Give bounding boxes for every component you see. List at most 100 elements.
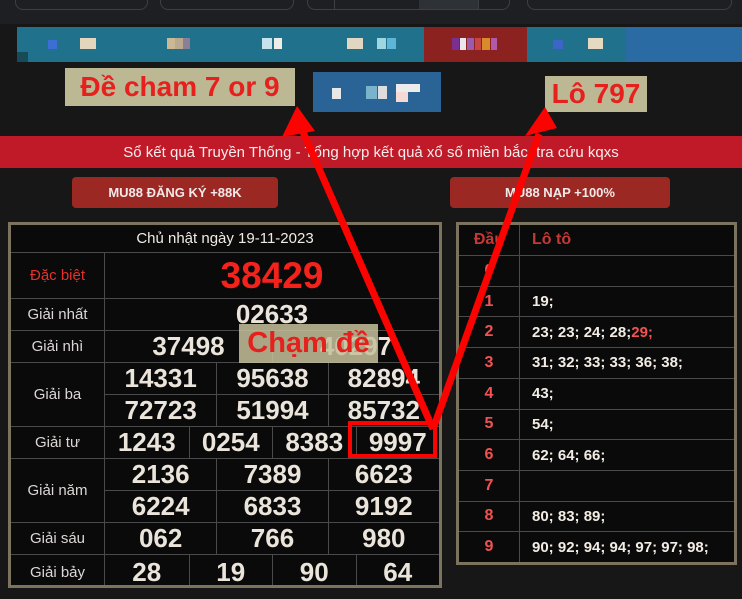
loto-col-dau: Đầu bbox=[459, 225, 520, 255]
blurred-thumbnail-red bbox=[424, 27, 527, 62]
loto-row-8: 8 80; 83; 89; bbox=[459, 500, 734, 532]
loto-dau-value: 0 bbox=[459, 256, 520, 286]
de-cham-annotation-text: Đề cham 7 or 9 bbox=[80, 71, 280, 102]
tab-4[interactable] bbox=[527, 0, 732, 10]
prize-row-numbers: 28 19 90 64 bbox=[105, 555, 440, 587]
prize-number: 37498 bbox=[152, 331, 225, 361]
prize-number: 0254 bbox=[188, 427, 273, 458]
loto-values: 31; 32; 33; 33; 36; 38; bbox=[532, 354, 683, 372]
prize-row-numbers: 14331 95638 82894 72723 51994 85732 bbox=[105, 363, 439, 426]
prize-row-label: Giải nhì bbox=[11, 331, 105, 362]
loto-row-2: 2 23; 23; 24; 28; 29; bbox=[459, 316, 734, 348]
prize-number: 1243 bbox=[117, 427, 176, 457]
cham-de-annotation: Chạm đề bbox=[239, 324, 378, 363]
prize-row-label: Giải năm bbox=[11, 459, 105, 522]
prize-number: 38429 bbox=[220, 254, 324, 296]
loto-row-3: 3 31; 32; 33; 33; 36; 38; bbox=[459, 347, 734, 378]
loto-row-0: 0 bbox=[459, 255, 734, 286]
de-cham-annotation: Đề cham 7 or 9 bbox=[65, 68, 295, 106]
loto-values: 19; bbox=[532, 293, 554, 311]
loto-values bbox=[520, 471, 734, 501]
loto-row-1: 1 19; bbox=[459, 285, 734, 317]
results-banner-title: Sổ kết quả Truyền Thống - Tổng hợp kết q… bbox=[123, 143, 619, 161]
prize-row-numbers: 2136 7389 6623 6224 6833 9192 bbox=[105, 459, 439, 522]
prize-row-6: Giải sáu 062 766 980 bbox=[11, 522, 439, 554]
lo-annotation-text: Lô 797 bbox=[551, 78, 641, 109]
loto-values: 54; bbox=[532, 415, 554, 433]
prize-number-highlighted: 9997 bbox=[355, 427, 440, 458]
loto-dau-value: 2 bbox=[459, 317, 520, 348]
prize-row-label: Giải sáu bbox=[11, 523, 105, 554]
prize-number: 6833 bbox=[216, 490, 328, 522]
tab-active-segment[interactable] bbox=[419, 0, 478, 9]
loto-dau-value: 3 bbox=[459, 348, 520, 378]
prize-row-label: Giải nhất bbox=[11, 299, 105, 330]
blurred-image-strip bbox=[0, 27, 742, 62]
loto-dau-value: 4 bbox=[459, 378, 520, 409]
highlight-box-9997 bbox=[348, 421, 437, 458]
loto-values bbox=[520, 256, 734, 286]
prize-row-0: Đặc biệt 38429 bbox=[11, 252, 439, 298]
prize-row-7: Giải bảy 28 19 90 64 bbox=[11, 554, 440, 587]
loto-dau-value: 7 bbox=[459, 470, 520, 501]
register-button[interactable]: MU88 ĐĂNG KÝ +88K bbox=[72, 177, 278, 208]
prize-number: 51994 bbox=[216, 394, 328, 426]
lo-annotation: Lô 797 bbox=[545, 76, 647, 112]
deposit-button[interactable]: MU88 NẠP +100% bbox=[450, 177, 670, 208]
prize-row-numbers: 38429 bbox=[105, 253, 439, 298]
loto-value-highlighted: 29; bbox=[631, 323, 653, 341]
prize-number: 6224 bbox=[105, 490, 217, 522]
tab-1[interactable] bbox=[15, 0, 148, 10]
prize-number: 72723 bbox=[105, 394, 217, 426]
prize-number: 9192 bbox=[327, 490, 439, 522]
loto-rows: 0 1 19; 2 23; 23; 24; 28; 29; 3 31; 32; 33; 33… bbox=[459, 255, 734, 562]
prize-row-label: Giải ba bbox=[11, 363, 105, 426]
prize-number: 6623 bbox=[327, 459, 439, 490]
prize-row-numbers: 062 766 980 bbox=[105, 523, 439, 554]
loto-values: 62; 64; 66; bbox=[532, 446, 606, 464]
loto-dau-value: 8 bbox=[459, 501, 520, 532]
loto-row-7: 7 bbox=[459, 469, 734, 501]
blurred-thumbnail-teal-1 bbox=[17, 27, 424, 62]
results-rows: Đặc biệt 38429 Giải nhất 02633 Giải nhì 37498… bbox=[11, 252, 440, 587]
prize-number: 28 bbox=[132, 557, 162, 587]
tab-3[interactable] bbox=[307, 0, 510, 10]
prize-number: 062 bbox=[138, 523, 183, 553]
prize-row-4: Giải tư 1243 0254 8383 9997 bbox=[11, 426, 439, 458]
prize-number: 64 bbox=[355, 555, 440, 585]
loto-row-5: 5 54; bbox=[459, 408, 734, 440]
prize-number: 95638 bbox=[216, 363, 327, 394]
results-date-header: Chủ nhật ngày 19-11-2023 bbox=[136, 230, 314, 247]
results-banner: Sổ kết quả Truyền Thống - Tổng hợp kết q… bbox=[0, 136, 742, 168]
loto-dau-value: 5 bbox=[459, 409, 520, 440]
prize-row-label: Giải bảy bbox=[11, 555, 105, 585]
loto-values: 80; 83; 89; bbox=[532, 507, 606, 525]
prize-number: 82894 bbox=[327, 363, 439, 394]
tab-2[interactable] bbox=[160, 0, 294, 10]
prize-number: 2136 bbox=[131, 459, 190, 489]
prize-number: 14331 bbox=[124, 363, 197, 393]
loto-row-4: 4 43; bbox=[459, 377, 734, 409]
top-tab-bar bbox=[0, 0, 742, 24]
blurred-sticker-image bbox=[313, 72, 441, 112]
prize-number: 980 bbox=[327, 523, 439, 554]
loto-row-6: 6 62; 64; 66; bbox=[459, 439, 734, 470]
loto-dau-value: 9 bbox=[459, 532, 520, 562]
loto-table: Đầu Lô tô 0 1 19; 2 23; 23; 24; 28; 29; 3 31; … bbox=[456, 222, 737, 565]
prize-row-5: Giải năm 2136 7389 6623 6224 6833 9192 bbox=[11, 458, 439, 522]
arrow-head-to-de-cham bbox=[282, 106, 315, 137]
loto-values: 23; 23; 24; 28; 29; bbox=[532, 323, 653, 341]
loto-col-loto: Lô tô bbox=[532, 231, 572, 248]
loto-dau-value: 6 bbox=[459, 440, 520, 470]
prize-row-3: Giải ba 14331 95638 82894 72723 51994 85732 bbox=[11, 362, 439, 426]
tab-divider bbox=[478, 0, 479, 9]
prize-row-numbers: 1243 0254 8383 9997 bbox=[105, 427, 439, 458]
blurred-thumbnail-teal-2 bbox=[527, 27, 626, 62]
prize-number: 8383 bbox=[272, 427, 356, 458]
loto-values: 90; 92; 94; 94; 97; 97; 98; bbox=[532, 538, 709, 556]
results-table: Chủ nhật ngày 19-11-2023 Đặc biệt 38429 Gi… bbox=[8, 222, 442, 588]
cham-de-annotation-text: Chạm đề bbox=[247, 327, 370, 359]
prize-number: 7389 bbox=[216, 459, 327, 490]
prize-number: 766 bbox=[216, 523, 327, 554]
prize-number: 90 bbox=[272, 555, 356, 585]
